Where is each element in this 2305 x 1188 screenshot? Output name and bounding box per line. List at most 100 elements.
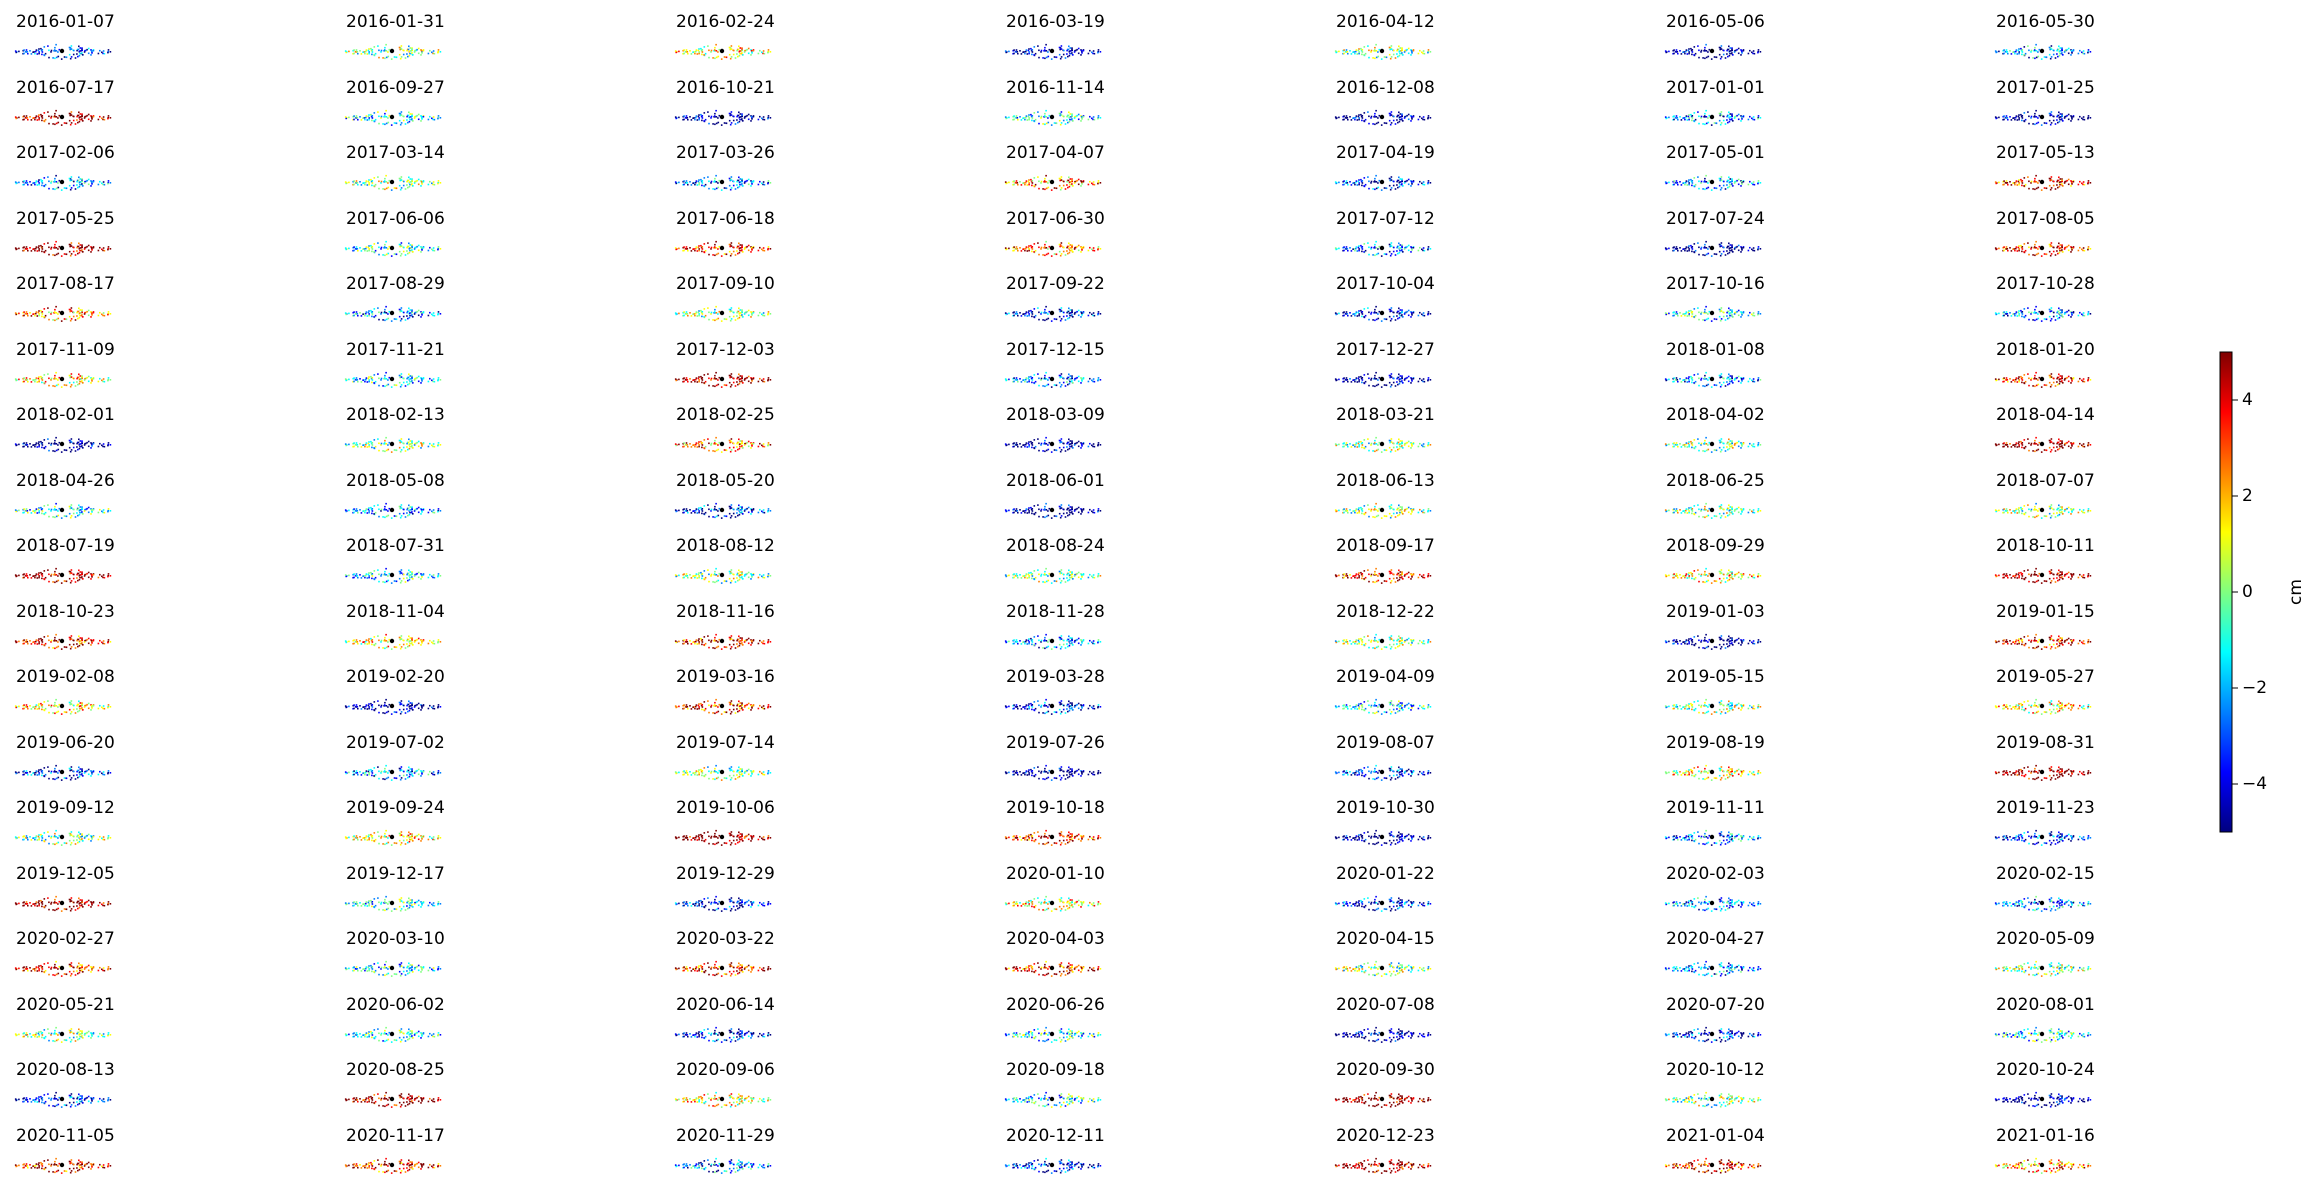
scatter-point xyxy=(1091,379,1093,381)
scatter-point xyxy=(1705,187,1708,190)
scatter-point xyxy=(1380,58,1383,60)
scatter-point xyxy=(2034,374,2036,376)
scatter-point xyxy=(741,47,743,49)
reference-point xyxy=(1379,114,1385,119)
scatter-point xyxy=(1718,381,1721,383)
scatter-point xyxy=(698,378,700,381)
scatter-point xyxy=(2087,49,2090,51)
scatter-point xyxy=(1747,249,1750,251)
scatter-point xyxy=(1373,246,1375,249)
scatter-point xyxy=(79,374,82,377)
scatter-point xyxy=(692,182,694,184)
scatter-point xyxy=(387,252,390,254)
scatter-point xyxy=(81,48,83,51)
scatter-point xyxy=(1735,49,1737,52)
scatter-point xyxy=(1024,52,1026,55)
scatter-point xyxy=(1720,121,1723,124)
scatter-point xyxy=(1719,245,1721,247)
scatter-point xyxy=(57,252,60,254)
scatter-point xyxy=(1672,180,1674,183)
scatter-point xyxy=(1686,118,1689,121)
scatter-point xyxy=(2056,118,2058,121)
scatter-point xyxy=(1017,314,1019,317)
scatter-point xyxy=(1028,380,1030,382)
scatter-point xyxy=(746,114,748,116)
scatter-point xyxy=(70,176,73,178)
scatter-point xyxy=(1044,112,1046,114)
scatter-point xyxy=(1037,241,1039,244)
scatter-point xyxy=(1390,310,1393,312)
scatter-point xyxy=(752,180,755,183)
scatter-point xyxy=(2063,116,2066,119)
scatter-point xyxy=(1396,49,1398,52)
scatter-point xyxy=(1025,181,1027,184)
scatter-point xyxy=(1092,249,1094,251)
scatter-point xyxy=(70,121,73,124)
scatter-point xyxy=(701,311,704,313)
scatter-point xyxy=(2087,376,2090,379)
scatter-point xyxy=(1688,183,1690,186)
scatter-point xyxy=(2058,377,2061,380)
scatter-point xyxy=(1020,315,1023,317)
scatter-point xyxy=(1673,249,1675,251)
scatter-point xyxy=(1741,248,1743,251)
scatter-point xyxy=(2040,320,2043,322)
scatter-point xyxy=(2002,183,2004,186)
scatter-point xyxy=(1411,378,1413,380)
scatter-point xyxy=(387,116,389,119)
scatter-point xyxy=(356,182,359,184)
scatter-point xyxy=(410,246,412,249)
scatter-point xyxy=(701,51,704,53)
scatter-point xyxy=(1034,249,1037,251)
scatter-point xyxy=(2038,48,2041,51)
scatter-point xyxy=(63,56,66,58)
scatter-point xyxy=(374,445,377,448)
panel-title: 2017-02-06 xyxy=(16,143,115,163)
scatter-point xyxy=(714,254,716,256)
scatter-point xyxy=(1740,49,1742,51)
scatter-point xyxy=(733,246,735,248)
scatter-point xyxy=(90,49,93,52)
scatter-point xyxy=(698,310,700,312)
scatter-point xyxy=(1703,311,1706,313)
scatter-point xyxy=(1023,313,1025,315)
scatter-point xyxy=(737,55,739,58)
scatter-point xyxy=(90,180,92,182)
scatter-point xyxy=(2082,52,2084,55)
scatter-point xyxy=(74,57,77,59)
scatter-point xyxy=(1355,245,1358,248)
scatter-point xyxy=(2082,314,2084,317)
scatter-point xyxy=(1045,305,1047,308)
scatter-point xyxy=(1694,314,1697,317)
scatter-point xyxy=(54,123,56,125)
scatter-point xyxy=(2009,181,2011,183)
scatter-point xyxy=(2033,115,2035,118)
scatter-point xyxy=(692,116,694,119)
scatter-point xyxy=(1742,180,1745,182)
panel-scatter xyxy=(344,436,442,453)
scatter-point xyxy=(1066,249,1068,252)
scatter-point xyxy=(751,50,753,53)
scatter-point xyxy=(1757,49,1760,51)
scatter-point xyxy=(432,118,434,120)
scatter-point xyxy=(767,312,769,315)
scatter-point xyxy=(368,313,370,315)
scatter-point xyxy=(2038,245,2041,247)
scatter-point xyxy=(82,316,84,318)
scatter-point xyxy=(730,121,733,124)
panel: 2017-09-22 xyxy=(990,274,1290,336)
scatter-point xyxy=(2034,181,2036,183)
scatter-point xyxy=(413,182,416,184)
scatter-point xyxy=(97,249,100,251)
scatter-point xyxy=(32,247,34,250)
scatter-point xyxy=(1364,183,1367,186)
scatter-point xyxy=(2060,246,2062,249)
scatter-point xyxy=(2072,245,2075,248)
scatter-point xyxy=(1024,183,1026,186)
panel-scatter xyxy=(14,240,112,257)
scatter-point xyxy=(698,113,700,116)
scatter-point xyxy=(708,122,710,124)
scatter-point xyxy=(408,382,411,384)
scatter-point xyxy=(385,181,388,183)
scatter-point xyxy=(29,181,31,183)
